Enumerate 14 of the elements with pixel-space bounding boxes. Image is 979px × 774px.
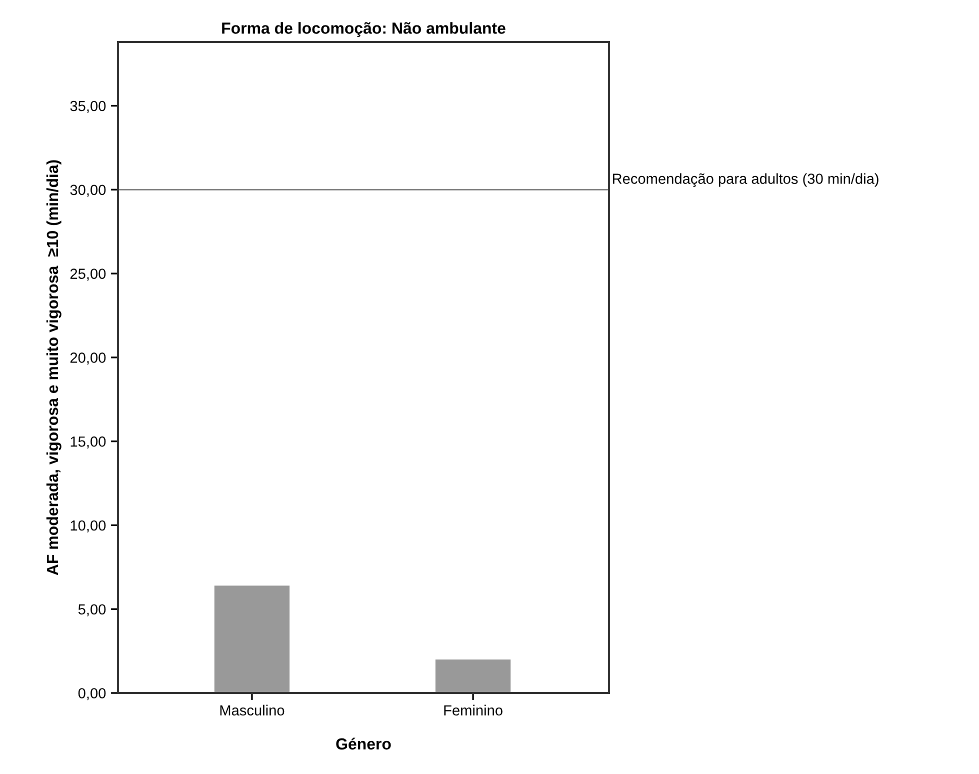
y-tick-label: 20,00 bbox=[70, 352, 106, 365]
x-tick-label: Feminino bbox=[444, 704, 502, 716]
y-tick-label: 10,00 bbox=[70, 520, 106, 532]
y-tick-label: 0,00 bbox=[78, 688, 106, 700]
x-axis-title: Género bbox=[336, 738, 391, 750]
chart-title: Forma de locomoção: Não ambulante bbox=[222, 22, 506, 37]
ref-line-label: Recomendação para adultos (30 min/dia) bbox=[612, 173, 878, 187]
y-tick-label: 25,00 bbox=[70, 268, 106, 281]
y-tick-label: 35,00 bbox=[70, 100, 106, 113]
y-tick-label: 5,00 bbox=[78, 604, 106, 616]
x-tick-label: Masculino bbox=[220, 704, 284, 716]
y-axis-title: AF moderada, vigorosa e muito vigorosa ≥10 (min/dia) bbox=[46, 160, 62, 576]
y-tick-label: 15,00 bbox=[70, 436, 106, 448]
y-tick-label: 30,00 bbox=[70, 184, 106, 197]
